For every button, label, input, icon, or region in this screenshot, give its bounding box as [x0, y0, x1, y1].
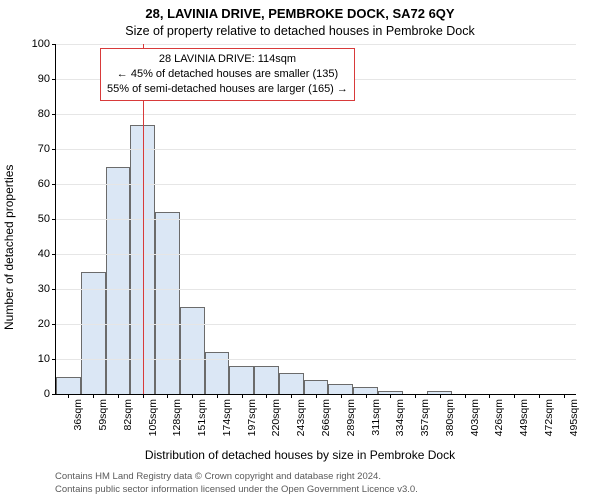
- gridline-h: [56, 184, 576, 185]
- gridline-h: [56, 359, 576, 360]
- xtick-label: 380sqm: [444, 399, 456, 436]
- xtick-mark: [167, 394, 168, 398]
- xtick-label: 426sqm: [493, 399, 505, 436]
- callout-box: 28 LAVINIA DRIVE: 114sqm ← 45% of detach…: [100, 48, 355, 101]
- gridline-h: [56, 324, 576, 325]
- xtick-mark: [366, 394, 367, 398]
- ytick-mark: [52, 149, 56, 150]
- ytick-label: 50: [38, 213, 50, 225]
- ytick-mark: [52, 79, 56, 80]
- xtick-mark: [390, 394, 391, 398]
- chart-title-sub: Size of property relative to detached ho…: [0, 24, 600, 38]
- xtick-label: 449sqm: [518, 399, 530, 436]
- xtick-label: 289sqm: [345, 399, 357, 436]
- xtick-mark: [440, 394, 441, 398]
- chart-title-main: 28, LAVINIA DRIVE, PEMBROKE DOCK, SA72 6…: [0, 6, 600, 21]
- gridline-h: [56, 44, 576, 45]
- gridline-h: [56, 219, 576, 220]
- bar: [353, 387, 378, 394]
- x-axis-label: Distribution of detached houses by size …: [0, 448, 600, 462]
- ytick-label: 60: [38, 178, 50, 190]
- gridline-h: [56, 149, 576, 150]
- xtick-mark: [242, 394, 243, 398]
- ytick-label: 70: [38, 143, 50, 155]
- y-axis-label: Number of detached properties: [2, 165, 16, 330]
- ytick-label: 0: [44, 388, 50, 400]
- gridline-h: [56, 254, 576, 255]
- xtick-label: 334sqm: [394, 399, 406, 436]
- footer-line-1: Contains HM Land Registry data © Crown c…: [55, 471, 418, 483]
- xtick-mark: [143, 394, 144, 398]
- xtick-label: 266sqm: [320, 399, 332, 436]
- ytick-mark: [52, 254, 56, 255]
- ytick-mark: [52, 394, 56, 395]
- xtick-label: 36sqm: [72, 399, 84, 431]
- xtick-label: 403sqm: [469, 399, 481, 436]
- ytick-mark: [52, 324, 56, 325]
- ytick-mark: [52, 44, 56, 45]
- xtick-label: 59sqm: [97, 399, 109, 431]
- xtick-mark: [489, 394, 490, 398]
- ytick-label: 40: [38, 248, 50, 260]
- bar: [328, 384, 353, 395]
- ytick-label: 100: [32, 38, 50, 50]
- footer-attribution: Contains HM Land Registry data © Crown c…: [55, 471, 418, 496]
- xtick-label: 128sqm: [171, 399, 183, 436]
- ytick-label: 10: [38, 353, 50, 365]
- callout-line-1: 28 LAVINIA DRIVE: 114sqm: [107, 52, 348, 67]
- bar: [304, 380, 329, 394]
- xtick-mark: [68, 394, 69, 398]
- ytick-label: 20: [38, 318, 50, 330]
- xtick-label: 243sqm: [295, 399, 307, 436]
- ytick-mark: [52, 219, 56, 220]
- ytick-mark: [52, 359, 56, 360]
- callout-line-2: ← 45% of detached houses are smaller (13…: [107, 67, 348, 82]
- xtick-mark: [217, 394, 218, 398]
- bar: [229, 366, 254, 394]
- bar: [180, 307, 205, 395]
- xtick-mark: [539, 394, 540, 398]
- xtick-mark: [192, 394, 193, 398]
- callout-line-3: 55% of semi-detached houses are larger (…: [107, 82, 348, 97]
- chart-container: 28, LAVINIA DRIVE, PEMBROKE DOCK, SA72 6…: [0, 0, 600, 500]
- xtick-label: 472sqm: [543, 399, 555, 436]
- ytick-mark: [52, 289, 56, 290]
- ytick-mark: [52, 114, 56, 115]
- footer-line-2: Contains public sector information licen…: [55, 484, 418, 496]
- bar: [254, 366, 279, 394]
- xtick-label: 220sqm: [270, 399, 282, 436]
- xtick-mark: [341, 394, 342, 398]
- xtick-label: 105sqm: [147, 399, 159, 436]
- xtick-mark: [93, 394, 94, 398]
- xtick-mark: [465, 394, 466, 398]
- xtick-mark: [291, 394, 292, 398]
- xtick-label: 82sqm: [122, 399, 134, 431]
- ytick-label: 90: [38, 73, 50, 85]
- xtick-label: 311sqm: [370, 399, 382, 436]
- gridline-h: [56, 114, 576, 115]
- ytick-label: 30: [38, 283, 50, 295]
- xtick-label: 151sqm: [196, 399, 208, 436]
- bar: [279, 373, 304, 394]
- xtick-mark: [316, 394, 317, 398]
- xtick-mark: [118, 394, 119, 398]
- ytick-label: 80: [38, 108, 50, 120]
- bar: [56, 377, 81, 395]
- ytick-mark: [52, 184, 56, 185]
- xtick-mark: [564, 394, 565, 398]
- xtick-mark: [266, 394, 267, 398]
- gridline-h: [56, 289, 576, 290]
- xtick-label: 357sqm: [419, 399, 431, 436]
- xtick-label: 495sqm: [568, 399, 580, 436]
- bar: [155, 212, 180, 394]
- xtick-mark: [415, 394, 416, 398]
- xtick-label: 174sqm: [221, 399, 233, 436]
- xtick-mark: [514, 394, 515, 398]
- xtick-label: 197sqm: [246, 399, 258, 436]
